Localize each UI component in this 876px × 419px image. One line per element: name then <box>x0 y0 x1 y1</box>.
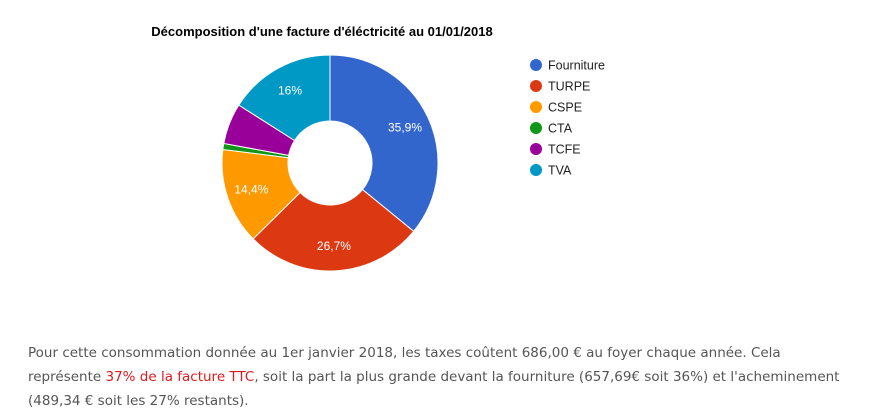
slice-turpe[interactable] <box>252 188 415 272</box>
legend-item-fourniture[interactable]: Fourniture <box>530 59 605 73</box>
slice-tva[interactable] <box>238 54 331 142</box>
legend-item-cspe[interactable]: CSPE <box>530 101 582 115</box>
legend-label-tva: TVA <box>548 164 572 178</box>
legend-label-turpe: TURPE <box>548 80 590 94</box>
legend-swatch-turpe <box>530 80 542 92</box>
chart-title: Décomposition d'une facture d'éléctricit… <box>151 24 492 39</box>
slice-labels: 35,9% 26,7% 14,4% 16% <box>234 83 422 253</box>
legend-swatch-cta <box>530 122 542 134</box>
legend-item-turpe[interactable]: TURPE <box>530 80 590 94</box>
slice-label-tva: 16% <box>278 83 302 97</box>
legend-label-tcfe: TCFE <box>548 143 581 157</box>
caption-text-start: Pour cette consommation donnée au 1er ja… <box>28 345 781 385</box>
legend-swatch-fourniture <box>530 59 542 71</box>
legend-swatch-cspe <box>530 101 542 113</box>
legend: Fourniture TURPE CSPE CTA TCFE TVA <box>530 59 605 178</box>
legend-swatch-tcfe <box>530 143 542 155</box>
legend-item-tva[interactable]: TVA <box>530 164 572 178</box>
slice-label-cspe: 14,4% <box>234 183 268 197</box>
caption-highlight: 37% de la facture TTC <box>105 369 255 385</box>
caption-paragraph: Pour cette consommation donnée au 1er ja… <box>28 341 858 413</box>
donut-chart: Décomposition d'une facture d'éléctricit… <box>151 24 605 272</box>
donut-slices <box>221 54 439 272</box>
legend-item-tcfe[interactable]: TCFE <box>530 143 581 157</box>
slice-label-fourniture: 35,9% <box>388 120 422 134</box>
legend-label-fourniture: Fourniture <box>548 59 605 73</box>
caption-text-end: , soit la part la plus grande devant la … <box>28 369 840 409</box>
legend-label-cta: CTA <box>548 122 573 136</box>
legend-label-cspe: CSPE <box>548 101 582 115</box>
slice-fourniture[interactable] <box>329 54 439 233</box>
legend-swatch-tva <box>530 164 542 176</box>
legend-item-cta[interactable]: CTA <box>530 122 573 136</box>
slice-label-turpe: 26,7% <box>317 239 351 253</box>
